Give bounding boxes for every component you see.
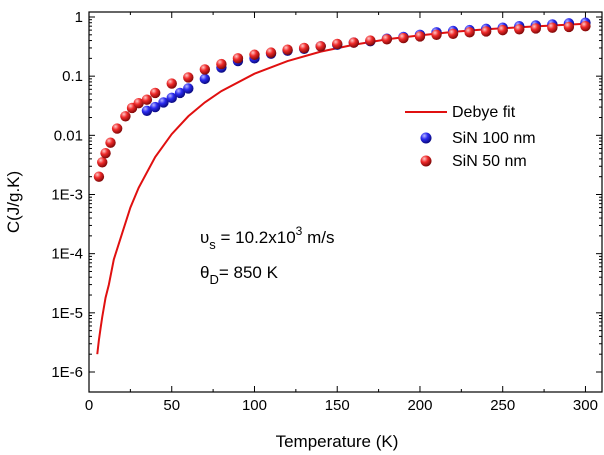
data-point-sin-50 xyxy=(315,41,326,52)
data-point-sin-50 xyxy=(232,53,244,64)
data-point-sin-50 xyxy=(100,147,111,159)
data-point-sin-50 xyxy=(183,72,194,83)
data-point-sin-50 xyxy=(530,23,542,34)
annotation-sound-velocity: υs = 10.2x103 m/s xyxy=(200,224,334,252)
data-point-sin-50 xyxy=(398,32,409,44)
data-point-sin-50 xyxy=(133,97,144,109)
data-point-sin-50 xyxy=(431,29,442,41)
y-tick-label: 0.1 xyxy=(62,68,83,85)
data-point-sin-50 xyxy=(414,31,426,42)
y-tick-label: 0.01 xyxy=(54,127,83,144)
data-point-sin-50 xyxy=(93,171,105,182)
data-point-sin-100 xyxy=(174,87,186,99)
data-point-sin-50 xyxy=(497,24,508,36)
legend-label-sin-50: SiN 50 nm xyxy=(452,153,527,170)
data-point-sin-50 xyxy=(265,47,277,58)
data-point-sin-50 xyxy=(514,24,525,35)
data-point-sin-50 xyxy=(298,42,310,54)
data-point-sin-100 xyxy=(149,101,161,113)
data-point-sin-100 xyxy=(183,83,194,94)
x-tick-label: 100 xyxy=(242,397,267,414)
y-tick-label: 1E-6 xyxy=(51,364,83,381)
plot-frame xyxy=(88,11,603,393)
legend-label-sin-100: SiN 100 nm xyxy=(452,130,536,147)
data-point-sin-50 xyxy=(381,34,393,45)
data-point-sin-50 xyxy=(447,28,459,39)
data-point-sin-100 xyxy=(199,73,211,85)
data-point-sin-100 xyxy=(166,92,177,104)
legend-marker-sin-50 xyxy=(420,155,432,167)
x-tick-label: 150 xyxy=(325,397,350,414)
series-line-debye-fit xyxy=(96,22,586,355)
data-point-sin-50 xyxy=(365,35,376,46)
data-point-sin-50 xyxy=(97,157,108,168)
y-axis-ticks: 1E-6 1E-5 1E-4 1E-3 0.01 0.1 1 xyxy=(51,9,602,381)
x-tick-label: 250 xyxy=(490,397,515,414)
data-point-sin-100 xyxy=(141,105,153,116)
data-point-sin-50 xyxy=(105,137,116,148)
data-point-sin-50 xyxy=(480,26,492,37)
data-point-sin-50 xyxy=(348,37,359,48)
y-tick-label: 1E-3 xyxy=(51,187,83,204)
x-axis-ticks: 0 50 100 150 200 250 300 xyxy=(85,12,598,414)
y-axis-title: C(J/g.K) xyxy=(4,171,23,233)
data-point-sin-50 xyxy=(249,49,260,60)
series-layer xyxy=(93,17,591,355)
legend-label-debye-fit: Debye fit xyxy=(452,104,516,121)
data-point-sin-50 xyxy=(166,78,177,89)
annotation-debye-temperature: θD= 850 K xyxy=(200,263,279,287)
y-tick-label: 1 xyxy=(75,9,83,26)
x-tick-label: 300 xyxy=(573,397,598,414)
legend: Debye fit SiN 100 nm SiN 50 nm xyxy=(405,104,536,170)
data-point-sin-50 xyxy=(580,20,591,32)
x-tick-label: 50 xyxy=(163,397,180,414)
y-tick-label: 1E-4 xyxy=(51,246,83,263)
data-point-sin-50 xyxy=(149,87,161,99)
y-tick-label: 1E-5 xyxy=(51,305,83,322)
data-point-sin-50 xyxy=(120,111,131,122)
data-point-sin-50 xyxy=(282,44,293,55)
data-point-sin-50 xyxy=(332,38,343,50)
x-tick-label: 0 xyxy=(85,397,93,414)
data-point-sin-50 xyxy=(464,27,475,38)
data-point-sin-50 xyxy=(141,94,153,105)
data-point-sin-50 xyxy=(216,58,227,70)
data-point-sin-50 xyxy=(111,123,123,134)
x-axis-title: Temperature (K) xyxy=(276,432,399,451)
data-point-sin-50 xyxy=(563,21,575,33)
legend-marker-sin-100 xyxy=(420,132,432,144)
data-point-sin-100 xyxy=(158,97,169,108)
data-point-sin-50 xyxy=(547,22,558,33)
data-point-sin-50 xyxy=(199,64,211,75)
x-tick-label: 200 xyxy=(407,397,432,414)
